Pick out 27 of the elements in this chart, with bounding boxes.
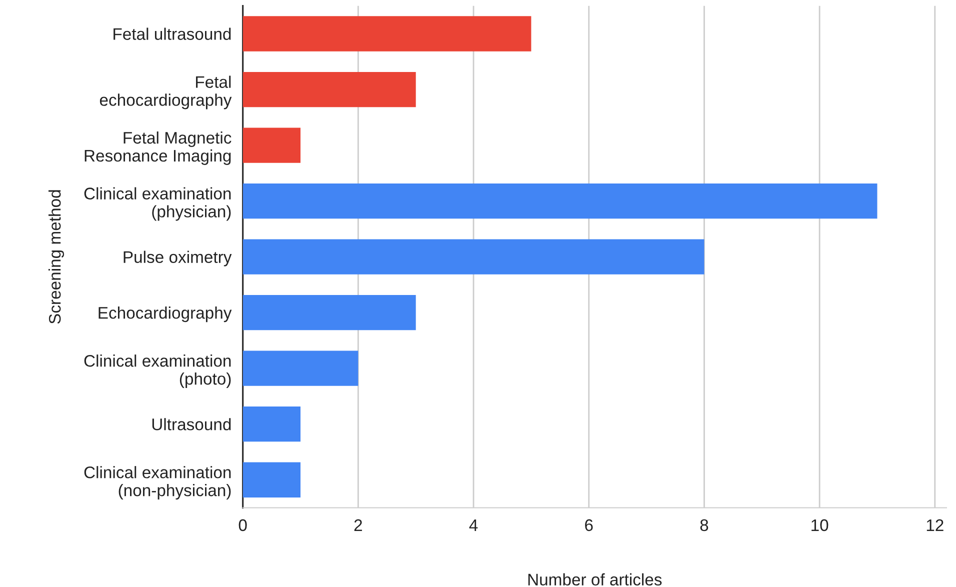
y-tick-label: Ultrasound xyxy=(152,418,231,430)
bar xyxy=(242,406,300,442)
x-tick-label: 4 xyxy=(469,519,478,531)
y-tick-label: Fetal ultrasound xyxy=(114,28,231,40)
y-tick-label: Clinical examination (photo) xyxy=(84,354,231,388)
bar xyxy=(242,72,416,108)
x-tick-label: 8 xyxy=(700,519,708,532)
x-tick-label: 6 xyxy=(585,519,593,532)
y-tick-label: Fetal echocardiography xyxy=(100,76,232,110)
x-tick-label: 12 xyxy=(926,519,944,531)
x-tick-label: 2 xyxy=(354,519,362,531)
y-tick-label: Clinical examination (physician) xyxy=(84,187,231,221)
x-tick-label: 10 xyxy=(812,519,828,532)
y-tick-label: Echocardiography xyxy=(98,306,232,322)
y-tick-label: Clinical examination (non-physician) xyxy=(84,466,231,500)
x-axis-title: Number of articles xyxy=(528,573,662,586)
bar xyxy=(242,295,416,330)
bar xyxy=(242,462,300,498)
y-tick-label: Fetal Magnetic Resonance Imaging xyxy=(84,131,232,165)
bar xyxy=(242,183,878,219)
y-tick-label: Pulse oximetry xyxy=(124,250,232,266)
bar xyxy=(242,16,532,52)
bar xyxy=(242,239,704,274)
bar xyxy=(242,128,300,163)
x-tick-label: 0 xyxy=(238,519,247,532)
bar xyxy=(242,350,358,386)
y-axis-title: Screening method xyxy=(48,190,64,324)
